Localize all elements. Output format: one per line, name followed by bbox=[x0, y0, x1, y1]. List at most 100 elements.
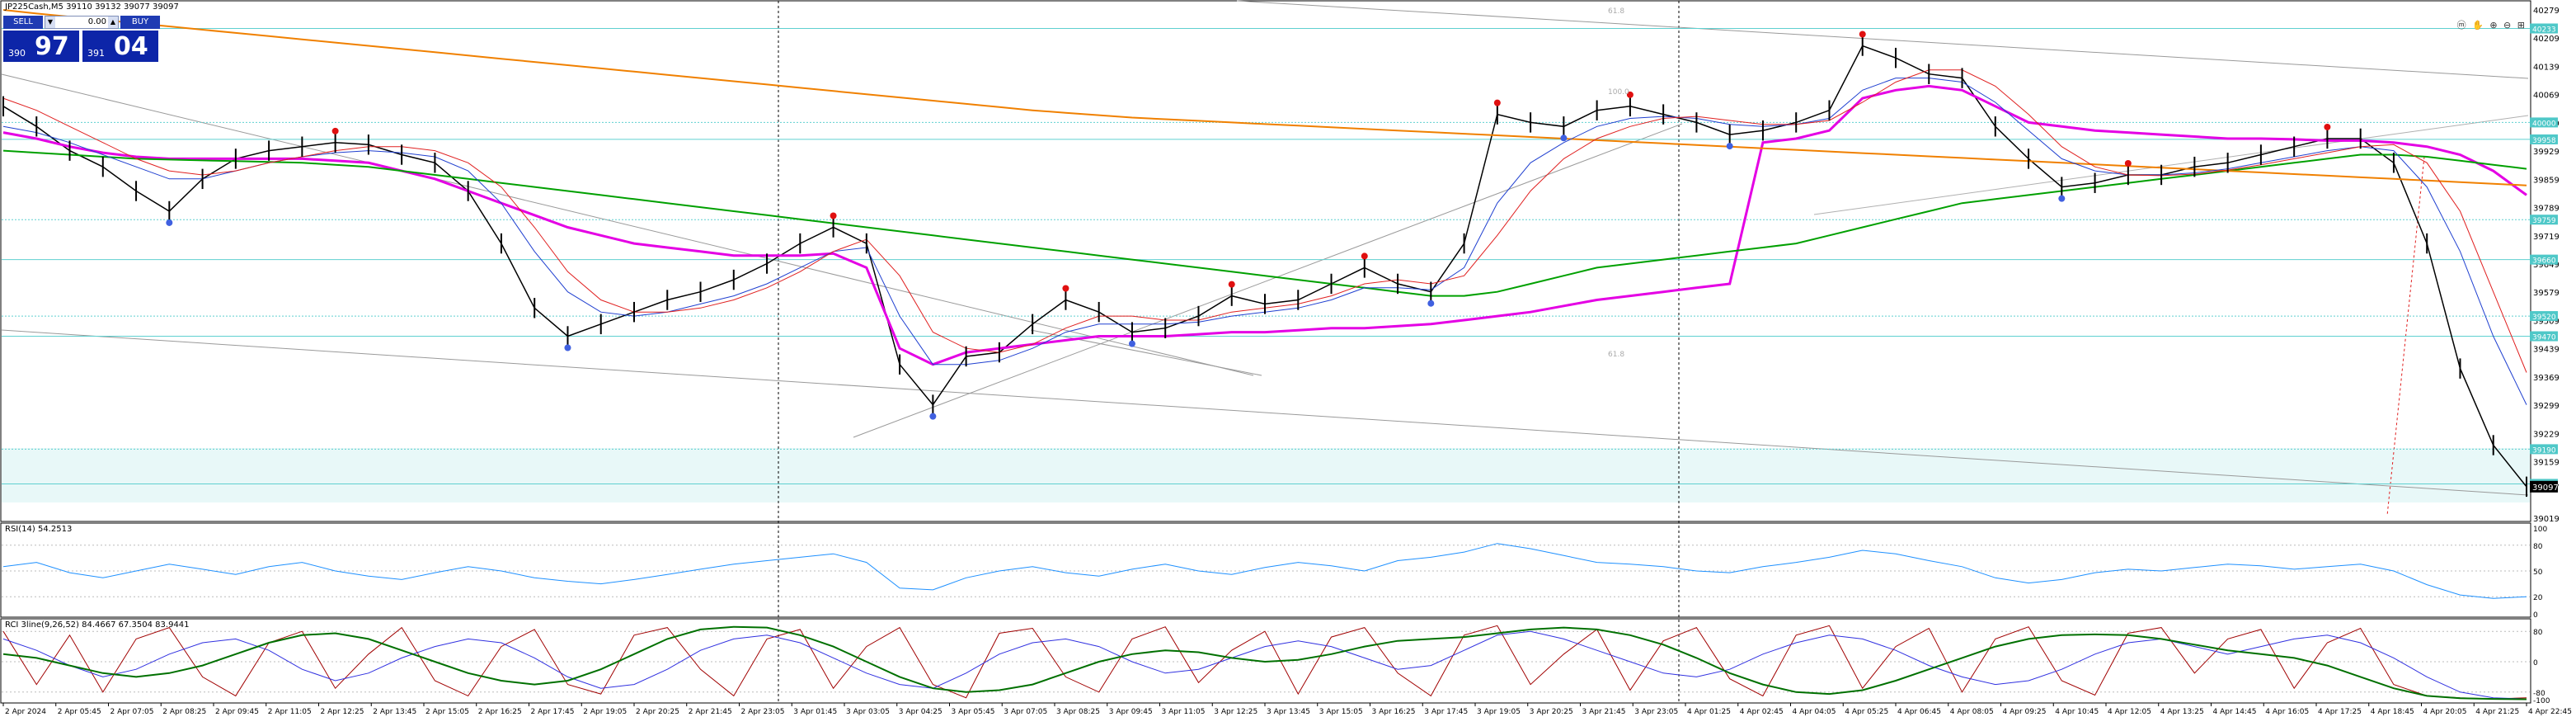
signal-dots bbox=[166, 31, 2331, 420]
time-tick-label: 3 Apr 13:45 bbox=[1267, 708, 1310, 716]
chevron-down-icon[interactable]: ▼ bbox=[45, 17, 55, 28]
time-tick-label: 2 Apr 07:05 bbox=[110, 708, 154, 716]
time-tick-label: 3 Apr 09:45 bbox=[1109, 708, 1153, 716]
time-tick-label: 2 Apr 15:05 bbox=[425, 708, 469, 716]
time-tick-label: 3 Apr 17:45 bbox=[1424, 708, 1468, 716]
time-tick-label: 3 Apr 19:05 bbox=[1477, 708, 1521, 716]
time-tick-label: 3 Apr 15:05 bbox=[1319, 708, 1363, 716]
time-tick-label: 2 Apr 19:05 bbox=[583, 708, 627, 716]
time-tick-label: 3 Apr 16:25 bbox=[1372, 708, 1416, 716]
level-tag-bg bbox=[2530, 117, 2558, 128]
series-rsi bbox=[2, 543, 2527, 599]
rsi-tick-label: 50 bbox=[2533, 568, 2543, 577]
rci-tick-label: -80 bbox=[2533, 690, 2545, 698]
time-tick-label: 4 Apr 05:25 bbox=[1845, 708, 1888, 716]
time-tick-label: 4 Apr 10:45 bbox=[2055, 708, 2099, 716]
buy-signal-dot bbox=[1427, 300, 1435, 307]
trendline-4 bbox=[1236, 0, 2529, 79]
level-tag-label: 39520 bbox=[2532, 314, 2556, 322]
time-tick-label: 2 Apr 11:05 bbox=[268, 708, 312, 716]
buy-signal-dot bbox=[2058, 195, 2066, 202]
price-tick-label: 39299 bbox=[2533, 402, 2560, 411]
time-tick-label: 4 Apr 01:25 bbox=[1687, 708, 1731, 716]
rsi-tick-label: 80 bbox=[2533, 543, 2543, 551]
current-price-label: 39097 bbox=[2532, 484, 2559, 493]
symbol-title: JP225Cash,M5 39110 39132 39077 39097 bbox=[5, 2, 179, 12]
time-tick-label: 4 Apr 21:25 bbox=[2475, 708, 2519, 716]
chevron-up-icon[interactable]: ▲ bbox=[108, 17, 118, 28]
sell-signal-dot bbox=[1228, 281, 1235, 288]
level-tag-bg bbox=[2530, 311, 2558, 322]
time-tick-label: 4 Apr 12:05 bbox=[2108, 708, 2151, 716]
fib-level-label: 100.0 bbox=[1608, 88, 1629, 97]
time-tick-label: 4 Apr 16:05 bbox=[2265, 708, 2309, 716]
fib-level-label: 61.8 bbox=[1608, 351, 1624, 359]
sell-price[interactable]: 390 97 bbox=[3, 31, 79, 62]
time-tick-label: 4 Apr 18:45 bbox=[2371, 708, 2414, 716]
lot-size-stepper[interactable]: ▼ 0.00 ▲ bbox=[45, 16, 119, 29]
buy-signal-dot bbox=[1726, 143, 1733, 150]
price-panel-frame bbox=[0, 0, 2531, 522]
level-tag-bg bbox=[2530, 215, 2558, 225]
sell-signal-dot bbox=[1626, 91, 1634, 98]
sell-signal-dot bbox=[1493, 99, 1501, 106]
time-tick-label: 2 Apr 05:45 bbox=[58, 708, 101, 716]
static-drawings bbox=[1, 0, 2529, 703]
time-tick-label: 2 Apr 20:25 bbox=[636, 708, 679, 716]
time-tick-label: 3 Apr 23:05 bbox=[1634, 708, 1678, 716]
rsi-tick-label: 0 bbox=[2533, 611, 2538, 620]
buy-button[interactable]: BUY bbox=[120, 16, 160, 29]
time-tick-label: 2 Apr 12:25 bbox=[321, 708, 364, 716]
level-tag-label: 40000 bbox=[2532, 120, 2556, 128]
sell-signal-dot bbox=[2324, 123, 2331, 130]
series-ma-orange bbox=[2, 9, 2527, 186]
rci-tick-label: 0 bbox=[2533, 659, 2538, 667]
sell-signal-dot bbox=[331, 127, 339, 134]
buy-price[interactable]: 391 04 bbox=[82, 31, 158, 62]
time-tick-label: 3 Apr 08:25 bbox=[1056, 708, 1100, 716]
price-tick-label: 40139 bbox=[2533, 63, 2560, 72]
horizontal-levels bbox=[2, 27, 2530, 693]
trendline-5 bbox=[1813, 115, 2529, 215]
sell-price-digits: 97 bbox=[35, 32, 69, 61]
price-tick-label: 39579 bbox=[2533, 289, 2560, 298]
time-tick-label: 2 Apr 13:45 bbox=[373, 708, 416, 716]
sell-button[interactable]: SELL bbox=[3, 16, 43, 29]
price-tick-label: 39439 bbox=[2533, 346, 2560, 355]
time-tick-label: 4 Apr 06:45 bbox=[1897, 708, 1941, 716]
time-tick-label: 3 Apr 12:25 bbox=[1214, 708, 1257, 716]
chart-toolbar-icons[interactable]: ⓜ ✋ ⊕ ⊖ ⊞ bbox=[2456, 20, 2527, 31]
time-tick-label: 2 Apr 09:45 bbox=[215, 708, 259, 716]
sell-signal-dot bbox=[1062, 285, 1069, 292]
fibonacci-labels: 61.8 100.0 61.8 bbox=[1608, 7, 1629, 359]
time-tick-label: 4 Apr 04:05 bbox=[1793, 708, 1836, 716]
level-tag-label: 39190 bbox=[2532, 446, 2556, 455]
price-tick-label: 39159 bbox=[2533, 459, 2560, 468]
level-tag-bg bbox=[2530, 254, 2558, 265]
time-tick-label: 2 Apr 16:25 bbox=[478, 708, 522, 716]
current-price-tag bbox=[2530, 480, 2558, 493]
time-tick-label: 4 Apr 17:25 bbox=[2318, 708, 2362, 716]
buy-signal-dot bbox=[564, 344, 571, 351]
time-tick-label: 2 Apr 17:45 bbox=[531, 708, 575, 716]
time-axis: 2 Apr 2024 2 Apr 05:45 2 Apr 07:05 2 Apr 08… bbox=[2, 703, 2572, 716]
rsi-panel-frame bbox=[0, 522, 2531, 618]
price-tick-label: 39369 bbox=[2533, 374, 2560, 383]
time-tick-label: 3 Apr 20:25 bbox=[1530, 708, 1573, 716]
time-tick-label: 4 Apr 22:45 bbox=[2528, 708, 2572, 716]
trendline-1 bbox=[1, 73, 1254, 376]
level-tag-bg bbox=[2530, 23, 2558, 34]
time-tick-label: 3 Apr 07:05 bbox=[1004, 708, 1047, 716]
level-tag-bg bbox=[2530, 331, 2558, 342]
time-tick-label: 4 Apr 20:05 bbox=[2423, 708, 2467, 716]
price-tick-label: 39019 bbox=[2533, 515, 2560, 524]
price-tick-label: 39649 bbox=[2533, 261, 2560, 270]
level-tag-label: 39660 bbox=[2532, 257, 2556, 266]
price-axis: 4027940209401394006939999399293985939789… bbox=[2530, 7, 2560, 705]
time-tick-label: 3 Apr 21:45 bbox=[1582, 708, 1626, 716]
lot-size-value[interactable]: 0.00 bbox=[87, 17, 106, 26]
price-tick-label: 39789 bbox=[2533, 205, 2560, 214]
time-tick-label: 2 Apr 08:25 bbox=[162, 708, 206, 716]
one-click-trading-panel: SELL ▼ 0.00 ▲ BUY 390 97 391 04 bbox=[3, 16, 160, 64]
